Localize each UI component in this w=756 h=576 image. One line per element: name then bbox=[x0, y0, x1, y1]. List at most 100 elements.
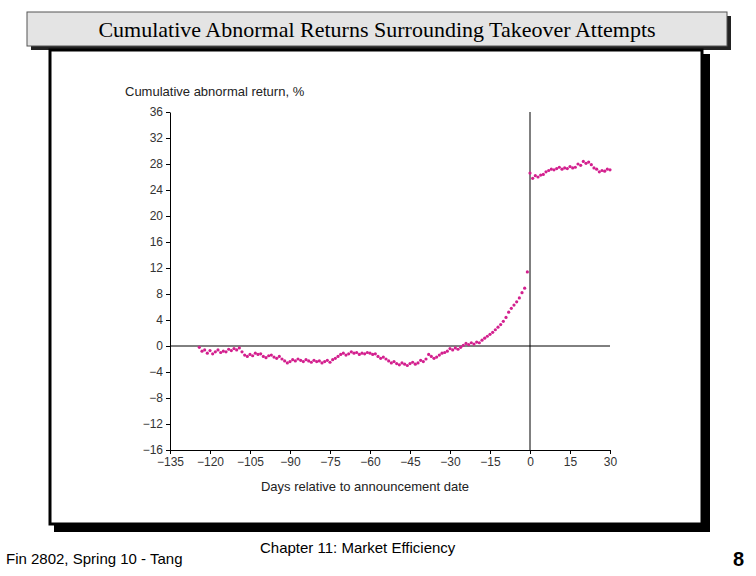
x-axis-tick-mark bbox=[330, 450, 331, 454]
point bbox=[566, 167, 569, 170]
point bbox=[504, 316, 507, 319]
point bbox=[318, 359, 321, 362]
point bbox=[494, 328, 497, 331]
x-axis-tick: −120 bbox=[197, 450, 224, 469]
point bbox=[267, 354, 270, 357]
point bbox=[558, 166, 561, 169]
point bbox=[342, 352, 345, 355]
point bbox=[398, 363, 401, 366]
point bbox=[507, 311, 510, 314]
x-axis-tick: 30 bbox=[604, 450, 618, 469]
footer-left: Fin 2802, Spring 10 - Tang bbox=[6, 550, 183, 567]
point bbox=[606, 168, 609, 171]
slide: Cumulative Abnormal Returns Surrounding … bbox=[0, 0, 756, 576]
point bbox=[499, 323, 502, 326]
x-axis-tick: 0 bbox=[527, 450, 534, 469]
y-axis-tick-label: 0 bbox=[156, 339, 163, 353]
x-axis: −135−120−105−90−75−60−45−30−1501530 bbox=[157, 450, 618, 469]
y-axis-tick-label: 32 bbox=[150, 131, 164, 145]
point bbox=[472, 342, 475, 345]
point bbox=[422, 360, 425, 363]
x-axis-line bbox=[171, 450, 611, 451]
point bbox=[491, 331, 494, 334]
point bbox=[238, 346, 241, 349]
point bbox=[392, 360, 395, 363]
point bbox=[510, 307, 513, 310]
point bbox=[440, 352, 443, 355]
point bbox=[288, 360, 291, 363]
point bbox=[542, 173, 545, 176]
x-axis-tick-label: 15 bbox=[564, 455, 578, 469]
point bbox=[315, 360, 318, 363]
y-axis-tick-mark bbox=[166, 164, 170, 165]
point bbox=[435, 355, 438, 358]
point bbox=[376, 355, 379, 358]
point bbox=[382, 355, 385, 358]
point bbox=[214, 350, 217, 353]
x-axis-tick-label: −45 bbox=[400, 455, 421, 469]
point bbox=[270, 354, 273, 357]
y-axis-tick-label: 8 bbox=[156, 287, 163, 301]
point bbox=[326, 359, 329, 362]
point bbox=[259, 352, 262, 355]
x-axis-tick-mark bbox=[170, 450, 171, 454]
y-axis-tick-mark bbox=[166, 216, 170, 217]
y-axis-tick-label: 36 bbox=[150, 105, 164, 119]
x-axis-tick-mark bbox=[610, 450, 611, 454]
point bbox=[366, 351, 369, 354]
point bbox=[230, 349, 233, 352]
point bbox=[483, 337, 486, 340]
point bbox=[459, 346, 462, 349]
point bbox=[478, 341, 481, 344]
point bbox=[216, 348, 219, 351]
x-axis-tick-mark bbox=[210, 450, 211, 454]
point bbox=[206, 352, 209, 355]
point bbox=[590, 163, 593, 166]
point bbox=[539, 173, 542, 176]
x-axis-tick-mark bbox=[490, 450, 491, 454]
point bbox=[603, 170, 606, 173]
point bbox=[198, 346, 201, 349]
point bbox=[406, 364, 409, 367]
y-axis-tick-mark bbox=[166, 268, 170, 269]
x-axis-tick: 15 bbox=[564, 450, 578, 469]
point bbox=[251, 354, 254, 357]
point bbox=[352, 352, 355, 355]
point bbox=[264, 356, 267, 359]
x-axis-tick: −45 bbox=[400, 450, 421, 469]
x-axis-tick: −105 bbox=[237, 450, 264, 469]
y-axis-tick-mark bbox=[166, 138, 170, 139]
point bbox=[384, 357, 387, 360]
point bbox=[208, 349, 211, 352]
point bbox=[280, 357, 283, 360]
point bbox=[203, 348, 206, 351]
y-axis-tick-label: 28 bbox=[150, 157, 164, 171]
point bbox=[587, 160, 590, 163]
y-axis-tick-mark bbox=[166, 294, 170, 295]
y-axis-tick: −12 bbox=[143, 417, 170, 431]
point bbox=[360, 352, 363, 355]
point bbox=[240, 350, 243, 353]
point bbox=[430, 355, 433, 358]
point bbox=[486, 335, 489, 338]
y-axis-tick-label: −16 bbox=[143, 443, 164, 457]
point bbox=[347, 352, 350, 355]
y-axis-tick-label: −12 bbox=[143, 417, 164, 431]
point bbox=[536, 175, 539, 178]
point bbox=[467, 343, 470, 346]
point bbox=[222, 350, 225, 353]
point bbox=[355, 351, 358, 354]
point bbox=[523, 287, 526, 290]
x-axis-tick-label: −15 bbox=[480, 455, 501, 469]
point bbox=[502, 320, 505, 323]
y-axis-tick-mark bbox=[166, 346, 170, 347]
y-axis-tick-mark bbox=[166, 112, 170, 113]
point bbox=[571, 166, 574, 169]
x-axis-tick-label: −105 bbox=[237, 455, 264, 469]
x-axis-tick-label: −75 bbox=[320, 455, 341, 469]
y-axis-title: Cumulative abnormal return, % bbox=[125, 84, 305, 99]
horizontal-reference-line bbox=[170, 346, 610, 347]
page-number: 8 bbox=[733, 548, 744, 570]
point bbox=[526, 270, 529, 273]
vertical-reference-line bbox=[530, 112, 531, 450]
